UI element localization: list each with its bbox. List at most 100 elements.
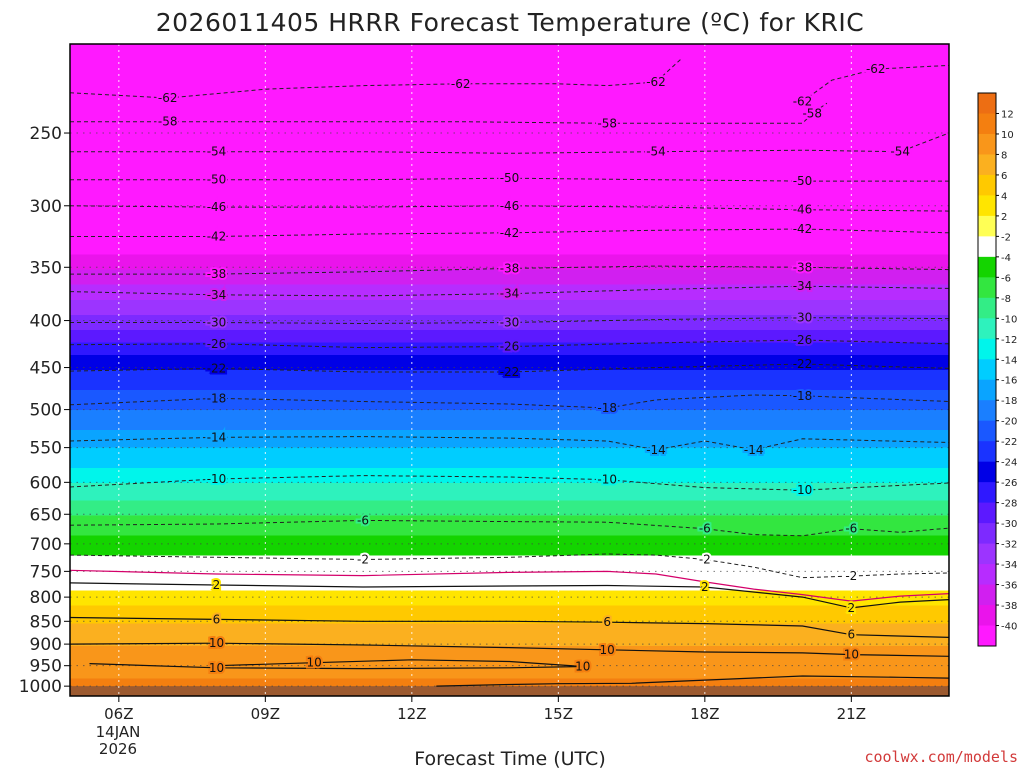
y-tick-label: 700 (30, 535, 62, 555)
y-tick-label: 950 (30, 657, 62, 677)
x-tick-label: 12Z (397, 705, 426, 723)
colorbar-label: 2 (1001, 212, 1007, 223)
colorbar-label: -18 (1001, 396, 1017, 407)
colorbar-label: -6 (1001, 273, 1011, 284)
contour-label: -62 (646, 75, 666, 89)
chart-title: 2026011405 HRRR Forecast Temperature (ºC… (156, 8, 865, 37)
y-tick-label: 650 (30, 505, 62, 525)
contour-label: -58 (802, 106, 822, 120)
contour-line (70, 436, 949, 451)
colorbar-swatch (978, 215, 996, 237)
contour-label: 10 (575, 660, 590, 674)
contour-label: -54 (646, 145, 666, 159)
colorbar-swatch (978, 338, 996, 360)
colorbar-swatch (978, 441, 996, 463)
colorbar-label: -30 (1001, 519, 1017, 530)
contour-label: -14 (646, 443, 666, 457)
contour-label: -18 (793, 389, 813, 403)
x-date-line1: 14JAN (96, 723, 141, 741)
colorbar-label: -24 (1001, 458, 1017, 469)
contour-label: -62 (158, 91, 178, 105)
contour-label: -46 (207, 200, 227, 214)
contour-label: -50 (500, 171, 520, 185)
x-date-line2: 2026 (99, 740, 137, 758)
contour-label: 6 (213, 612, 221, 626)
y-tick-label: 450 (30, 359, 62, 379)
contour-label: -62 (866, 62, 886, 76)
contour-label: -42 (207, 229, 227, 243)
plot-frame (69, 43, 950, 697)
contour-line (70, 582, 949, 609)
colorbar-swatch (978, 379, 996, 401)
contour-line (70, 569, 949, 602)
contour-label: -6 (357, 513, 369, 527)
colorbar-swatch (978, 400, 996, 422)
contour-label: -58 (597, 116, 617, 130)
contour-label: -14 (744, 443, 764, 457)
contour-label: -46 (793, 203, 813, 217)
contour-label: -38 (500, 261, 520, 275)
colorbar-label: -28 (1001, 499, 1017, 510)
contour-lines: -62-62 -62-62-62-62-58 -58-58-54 -54 -54-50-… (70, 59, 949, 687)
contour-label: -18 (207, 391, 227, 405)
contour-label: 2 (701, 580, 709, 594)
x-tick-label: 18Z (690, 705, 719, 723)
contour-line (70, 394, 949, 409)
colorbar-label: -40 (1001, 622, 1017, 633)
ground-band (70, 686, 949, 696)
y-tick-label: 900 (30, 635, 62, 655)
contour-label: -62 (793, 94, 813, 108)
y-tick-label: 350 (30, 258, 62, 278)
colorbar-label: -8 (1001, 294, 1011, 305)
temperature-field (70, 44, 949, 696)
y-tick-label: 1000 (19, 677, 62, 697)
contour-label: 10 (600, 643, 615, 657)
colorbar-swatch (978, 564, 996, 586)
y-tick-label: 500 (30, 401, 62, 421)
y-tick-label: 600 (30, 473, 62, 493)
contour-line (70, 475, 949, 491)
contour-line (70, 59, 681, 99)
x-tick-label: 09Z (251, 705, 280, 723)
colorbar-swatch (978, 297, 996, 319)
x-tick-label: 06Z (104, 705, 133, 723)
colorbar-swatch (978, 523, 996, 545)
colorbar-swatch (978, 318, 996, 340)
colorbar-label: 6 (1001, 171, 1007, 182)
contour-label: -30 (500, 316, 520, 330)
colorbar-label: -20 (1001, 417, 1017, 428)
contour-label: -10 (597, 473, 617, 487)
colorbar-label: -2 (1001, 232, 1011, 243)
credit-text: coolwx.com/models (864, 748, 1018, 766)
contour-label: -38 (793, 260, 813, 274)
contour-label: 10 (209, 636, 224, 650)
colorbar-swatch (978, 256, 996, 278)
y-tick-label: 750 (30, 562, 62, 582)
x-axis-label: Forecast Time (UTC) (414, 748, 605, 768)
colorbar-swatch (978, 133, 996, 155)
colorbar-swatch (978, 584, 996, 606)
colorbar-swatch (978, 236, 996, 258)
colorbar-label: -12 (1001, 335, 1017, 346)
colorbar-swatch (978, 113, 996, 135)
colorbar-swatch (978, 195, 996, 217)
contour-label: 2 (848, 601, 856, 615)
contour-label: -34 (500, 287, 520, 301)
x-tick-label: 21Z (837, 705, 866, 723)
y-tick-label: 550 (30, 439, 62, 459)
colorbar-swatch (978, 154, 996, 176)
contour-label: -42 (793, 222, 813, 236)
colorbar-swatch (978, 482, 996, 504)
contour-label: -10 (207, 472, 227, 486)
grid-lines (70, 44, 949, 696)
contour-label: 6 (848, 628, 856, 642)
colorbar-label: -26 (1001, 478, 1017, 489)
contour-line (89, 659, 583, 670)
colorbar-swatch (978, 461, 996, 483)
contour-label: -34 (793, 279, 813, 293)
colorbar-label: 10 (1001, 130, 1014, 141)
colorbar-label: -34 (1001, 560, 1017, 571)
contour-line (70, 519, 949, 537)
colorbar-label: -4 (1001, 253, 1011, 264)
contour-label: -26 (207, 337, 227, 351)
